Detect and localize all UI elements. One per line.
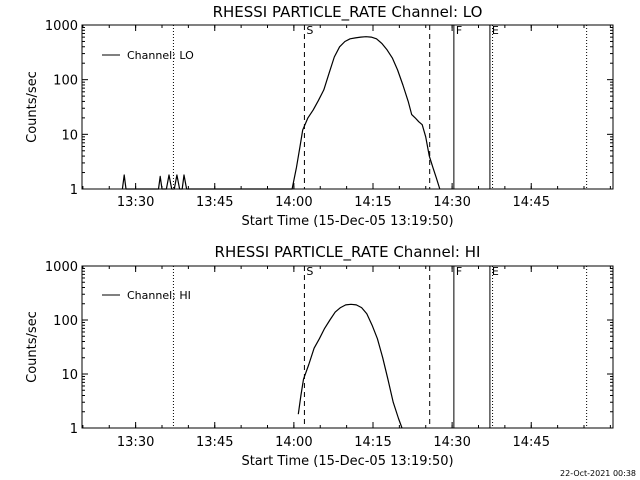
x-axis-label: Start Time (15-Dec-05 13:19:50) bbox=[241, 214, 453, 229]
x-tick-label: 14:30 bbox=[433, 195, 470, 210]
y-tick-label: 1000 bbox=[45, 260, 78, 275]
x-tick-label: 14:00 bbox=[275, 195, 312, 210]
time-marker-label: E bbox=[492, 265, 499, 278]
footer-timestamp: 22-Oct-2021 00:38 bbox=[560, 469, 636, 478]
y-tick-label: 10 bbox=[61, 128, 78, 143]
x-tick-label: 13:30 bbox=[117, 435, 154, 450]
chart-title: RHESSI PARTICLE_RATE Channel: HI bbox=[215, 243, 481, 262]
x-tick-label: 14:30 bbox=[433, 435, 470, 450]
y-axis-label: Counts/sec bbox=[25, 71, 40, 143]
series-line-1 bbox=[121, 36, 441, 190]
time-marker-label: S bbox=[306, 24, 313, 37]
x-tick-label: 14:45 bbox=[513, 435, 550, 450]
y-tick-label: 100 bbox=[53, 74, 78, 89]
series-line-1 bbox=[297, 303, 403, 429]
x-tick-label: 14:15 bbox=[354, 435, 391, 450]
time-marker-label: F bbox=[456, 24, 462, 37]
legend-label: Channel: HI bbox=[127, 289, 191, 302]
y-tick-label: 1 bbox=[70, 422, 78, 437]
plot-frame bbox=[81, 24, 614, 190]
y-tick-label: 1000 bbox=[45, 19, 78, 34]
y-tick-label: 1 bbox=[70, 183, 78, 198]
x-tick-label: 13:30 bbox=[117, 195, 154, 210]
x-axis-label: Start Time (15-Dec-05 13:19:50) bbox=[241, 454, 453, 469]
time-marker-label: E bbox=[492, 24, 499, 37]
plot-frame bbox=[81, 265, 614, 429]
time-marker-label: S bbox=[306, 265, 313, 278]
chart-title: RHESSI PARTICLE_RATE Channel: LO bbox=[213, 3, 483, 22]
x-tick-label: 13:45 bbox=[196, 435, 233, 450]
y-tick-label: 100 bbox=[53, 314, 78, 329]
legend-label: Channel: LO bbox=[127, 49, 194, 62]
y-tick-label: 10 bbox=[61, 368, 78, 383]
chart-panel-1: RHESSI PARTICLE_RATE Channel: LO 1 10 100 10… bbox=[25, 3, 614, 229]
x-tick-label: 14:15 bbox=[354, 195, 391, 210]
time-marker-label: F bbox=[456, 265, 462, 278]
x-tick-label: 14:00 bbox=[275, 435, 312, 450]
x-tick-label: 14:45 bbox=[513, 195, 550, 210]
chart-panel-2: RHESSI PARTICLE_RATE Channel: HI 1 10 100 10… bbox=[25, 243, 614, 469]
y-axis-label: Counts/sec bbox=[25, 311, 40, 383]
x-tick-label: 13:45 bbox=[196, 195, 233, 210]
